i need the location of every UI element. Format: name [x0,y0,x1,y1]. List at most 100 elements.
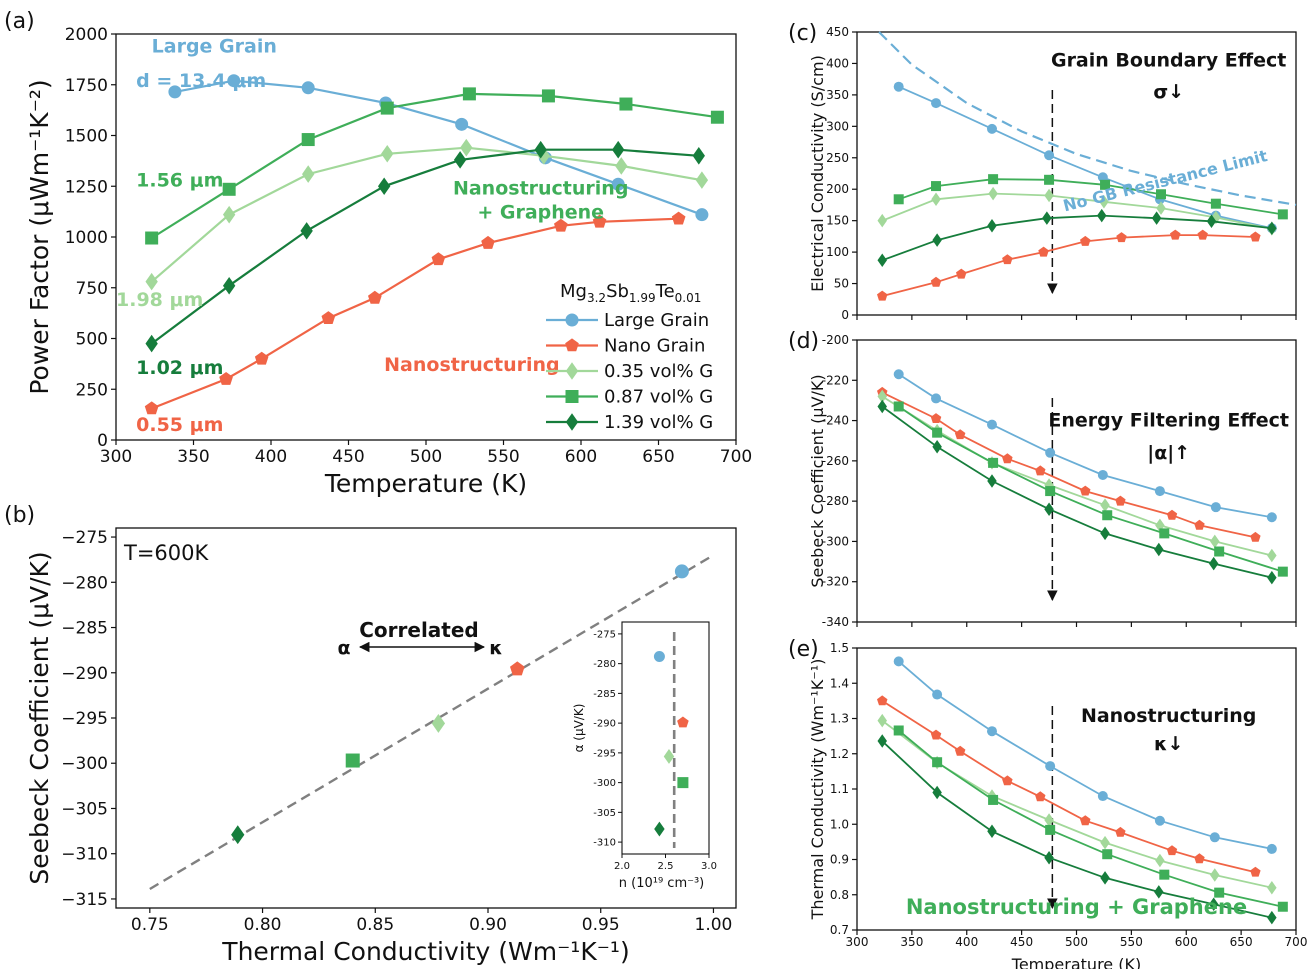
x-tick-label: 700 [720,447,752,467]
series-line [151,92,718,239]
legend-title-subscript: 0.01 [675,291,702,305]
annotation: κ↓ [1154,733,1183,755]
data-point [1154,885,1164,899]
data-point [1170,229,1181,240]
inset-y-tick-label: -295 [593,748,616,759]
annotation: 1.98 μm [116,289,203,311]
y-tick-label: −310 [61,845,108,865]
series-line [174,79,703,216]
x-tick-label: 550 [1120,935,1143,949]
data-point [1100,179,1111,190]
data-point [321,311,336,324]
series-line [881,395,1273,557]
y-tick-label: 250 [826,151,849,165]
condition-label: T=600K [123,541,210,565]
legend-marker [565,338,579,352]
data-point [1002,775,1013,786]
data-point [1045,761,1056,772]
y-tick-label: 450 [826,25,849,39]
inset-x-tick-label: 2.0 [614,861,630,872]
data-point [893,401,904,412]
legend-title-element: Te [655,281,675,302]
inset-y-tick-label: -285 [593,689,616,700]
data-point [1267,880,1277,895]
inset-x-tick-label: 2.5 [658,861,674,872]
data-point [1100,835,1110,850]
series-line [898,85,1273,230]
annotation: 1.02 μm [136,357,223,379]
series-0 [893,369,1277,523]
data-point [988,186,998,201]
y-tick-label: 0 [97,431,108,451]
y-tick-label: -260 [822,454,849,468]
x-tick-label: 300 [100,447,132,467]
data-point [1156,201,1166,215]
inset-y-axis-label: α (μV/K) [572,704,586,753]
y-tick-label: 1.3 [830,712,849,726]
x-tick-label: 650 [1230,935,1253,949]
data-point [1097,469,1108,480]
data-point [612,140,625,159]
series-1 [144,211,686,415]
data-point [893,656,904,667]
annotation: σ↓ [1153,81,1184,103]
data-point [671,211,686,225]
x-tick-label: 0.75 [131,915,169,935]
x-axis-label: Temperature (K) [1011,955,1141,969]
data-point [453,151,467,169]
data-point [931,192,941,207]
data-point [1210,198,1221,209]
data-point [1194,519,1205,530]
data-point [1044,502,1054,516]
data-point [619,97,633,111]
data-point [931,181,942,192]
data-point [592,214,607,228]
data-point [219,372,233,385]
legend-title-subscript: 3.2 [587,291,606,305]
data-point [1266,512,1277,523]
data-point [611,177,625,191]
y-axis-label: Seebeck Coefficient (μV/K) [808,374,827,587]
inset-x-tick-label: 3.0 [701,861,717,872]
inset-y-tick-label: -300 [593,778,616,789]
y-tick-label: 2000 [65,25,108,45]
data-point [1277,209,1288,220]
data-point [1002,453,1013,464]
y-tick-label: 0.7 [830,923,849,937]
data-point [1155,853,1165,868]
series-4 [145,140,705,353]
data-point [377,177,391,196]
inset-y-tick-label: -280 [593,659,616,670]
y-tick-label: 100 [826,245,849,259]
figure-layer: 300 350 400 450 500 550 600 650 7000250500750100… [4,9,1307,969]
y-tick-label: 0.8 [830,888,849,902]
panel-a: 300 350 400 450 500 550 600 650 700 0 250 500 750 100… [4,9,752,498]
annotation: d = 13.4 μm [136,70,266,92]
kappa-label: κ [489,637,503,659]
correlation-title: Correlated [359,618,479,642]
y-tick-label: −305 [61,799,108,819]
x-tick-label: 450 [332,447,364,467]
annotation: |α|↑ [1147,442,1190,464]
data-point [695,171,709,189]
data-point [877,399,887,414]
data-point [1266,843,1277,854]
data-point [1116,232,1127,243]
data-point [930,729,942,740]
y-tick-label: 150 [826,214,849,228]
y-tick-label: 500 [76,330,108,350]
legend-marker [565,413,579,431]
data-point [1035,465,1046,476]
y-tick-label: 1000 [65,228,108,248]
y-tick-label: 1.2 [830,747,849,761]
annotation: Energy Filtering Effect [1048,410,1289,432]
data-point [615,157,628,175]
x-tick-label: 0.80 [244,915,282,935]
data-point [145,334,158,353]
data-point [222,205,236,224]
x-axis-label: Thermal Conductivity (Wm⁻¹K⁻¹) [221,937,629,966]
y-tick-label: 50 [834,277,849,291]
data-point [877,389,887,404]
y-tick-label: 300 [826,119,849,133]
y-tick-label: −300 [61,754,108,774]
